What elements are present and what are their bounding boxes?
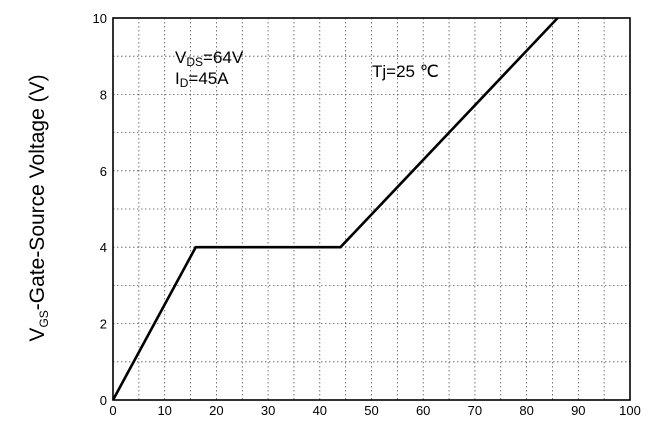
series-line <box>111 17 559 401</box>
annotation-vds: VDS=64V <box>175 48 244 69</box>
plot-frame <box>112 17 631 401</box>
x-tick-label: 0 <box>109 403 116 418</box>
x-tick-labels: 0 10 20 30 40 50 60 70 80 90 100 <box>109 403 640 418</box>
x-tick-label: 40 <box>313 403 327 418</box>
y-tick-label: 8 <box>100 87 107 102</box>
y-tick-labels: 0 2 4 6 8 10 <box>93 11 107 408</box>
x-tick-label: 30 <box>261 403 275 418</box>
y-tick-label: 6 <box>100 164 107 179</box>
y-axis-label: VGS-Gate-Source Voltage (V) <box>26 74 51 341</box>
y-tick-label: 2 <box>100 317 107 332</box>
x-tick-label: 80 <box>519 403 533 418</box>
x-tick-label: 100 <box>619 403 641 418</box>
y-tick-label: 0 <box>100 393 107 408</box>
series-layer <box>111 17 559 401</box>
x-tick-label: 60 <box>416 403 430 418</box>
x-tick-label: 90 <box>571 403 585 418</box>
x-tick-label: 50 <box>364 403 378 418</box>
y-axis-label-subscript: GS <box>37 310 51 327</box>
annotation-id: ID=45A <box>175 69 229 90</box>
x-tick-label: 20 <box>209 403 223 418</box>
x-tick-label: 10 <box>157 403 171 418</box>
y-tick-label: 10 <box>93 11 107 26</box>
annotation-tj: Tj=25 ℃ <box>372 62 439 81</box>
y-tick-label: 4 <box>100 240 107 255</box>
x-tick-label: 70 <box>468 403 482 418</box>
